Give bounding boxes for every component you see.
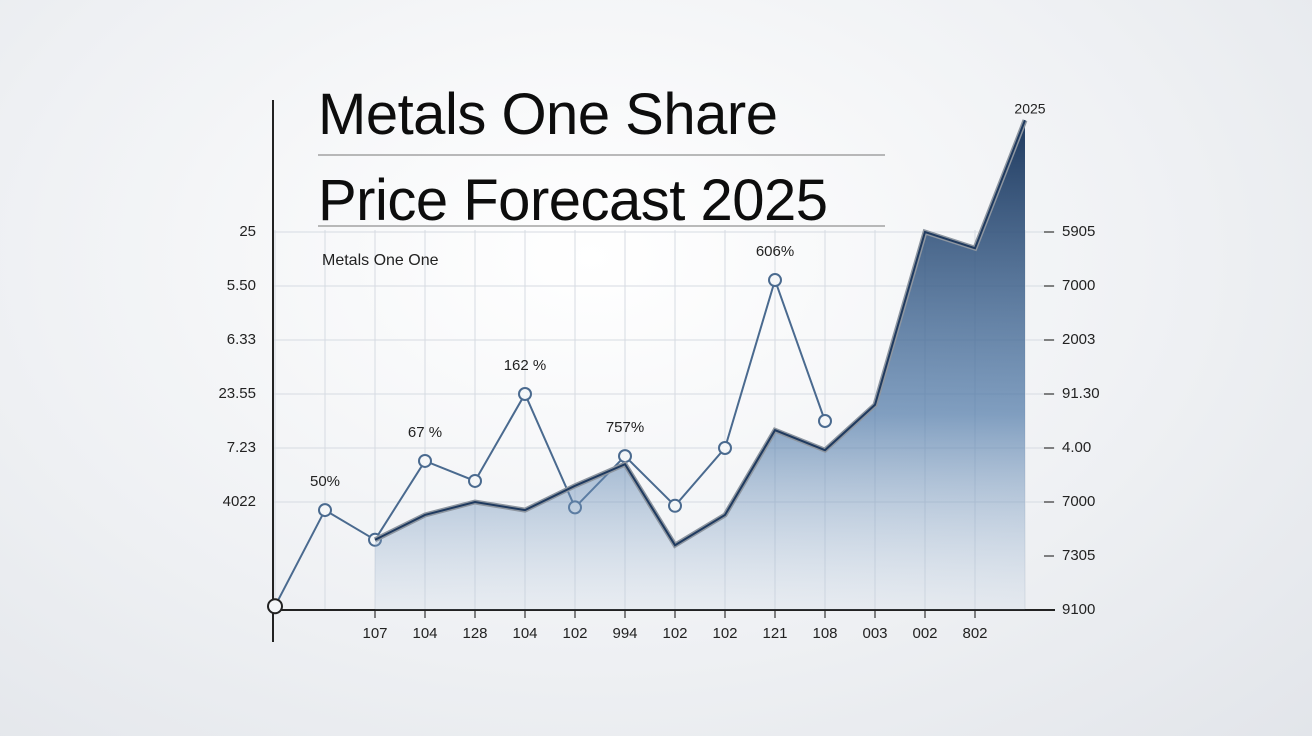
x-tick-label: 003	[862, 625, 887, 642]
annotation: 2025	[1014, 101, 1045, 117]
marker	[518, 387, 532, 401]
y-tick-label: 7.23	[227, 439, 256, 456]
chart-title: Metals One Share Price Forecast 2025	[318, 82, 828, 233]
annotation: 67 %	[408, 424, 442, 441]
y-tick-label: 4022	[223, 493, 256, 510]
marker	[418, 453, 432, 468]
area	[375, 120, 1025, 610]
x-tick-label: 994	[612, 625, 637, 642]
y-tick-label: 6.33	[227, 331, 256, 348]
x-tick-label: 102	[712, 625, 737, 642]
y2-tick-label: 2003	[1062, 331, 1095, 348]
marker	[468, 473, 482, 488]
x-tick-label: 102	[562, 625, 587, 642]
y2-tick-label: 9100	[1062, 601, 1095, 618]
marker	[668, 498, 682, 513]
y2-tick-label: 4.00	[1062, 439, 1091, 456]
x-tick-label: 128	[462, 625, 487, 642]
marker	[818, 414, 832, 428]
y-tick-label: 5.50	[227, 277, 256, 294]
x-tick-label: 002	[912, 625, 937, 642]
line	[274, 276, 826, 607]
y2-tick-label: 7000	[1062, 277, 1095, 294]
x-tick-label: 104	[412, 625, 437, 642]
annotation: 162 %	[504, 357, 547, 374]
y-tick-label: 23.55	[218, 385, 256, 402]
x-tick-label: 104	[512, 625, 537, 642]
x-tick-label: 102	[662, 625, 687, 642]
annotation: 606%	[756, 243, 794, 260]
subtitle: Metals One One	[322, 252, 439, 269]
y2-tick-label: 91.30	[1062, 385, 1100, 402]
marker	[318, 503, 332, 518]
annotation: 757%	[606, 419, 644, 436]
y2-tick-label: 7000	[1062, 493, 1095, 510]
area-edge-inner	[374, 119, 1026, 547]
x-tick-label: 121	[762, 625, 787, 642]
y-tick-label: 25	[239, 223, 256, 240]
x-tick-label: 802	[962, 625, 987, 642]
marker	[267, 598, 283, 615]
y2-tick-label: 5905	[1062, 223, 1095, 240]
marker	[618, 449, 632, 464]
y2-tick-label: 7305	[1062, 547, 1095, 564]
marker	[718, 441, 732, 455]
annotation: 50%	[310, 473, 340, 490]
x-tick-label: 108	[812, 625, 837, 642]
marker	[768, 273, 782, 288]
x-tick-label: 107	[362, 625, 387, 642]
